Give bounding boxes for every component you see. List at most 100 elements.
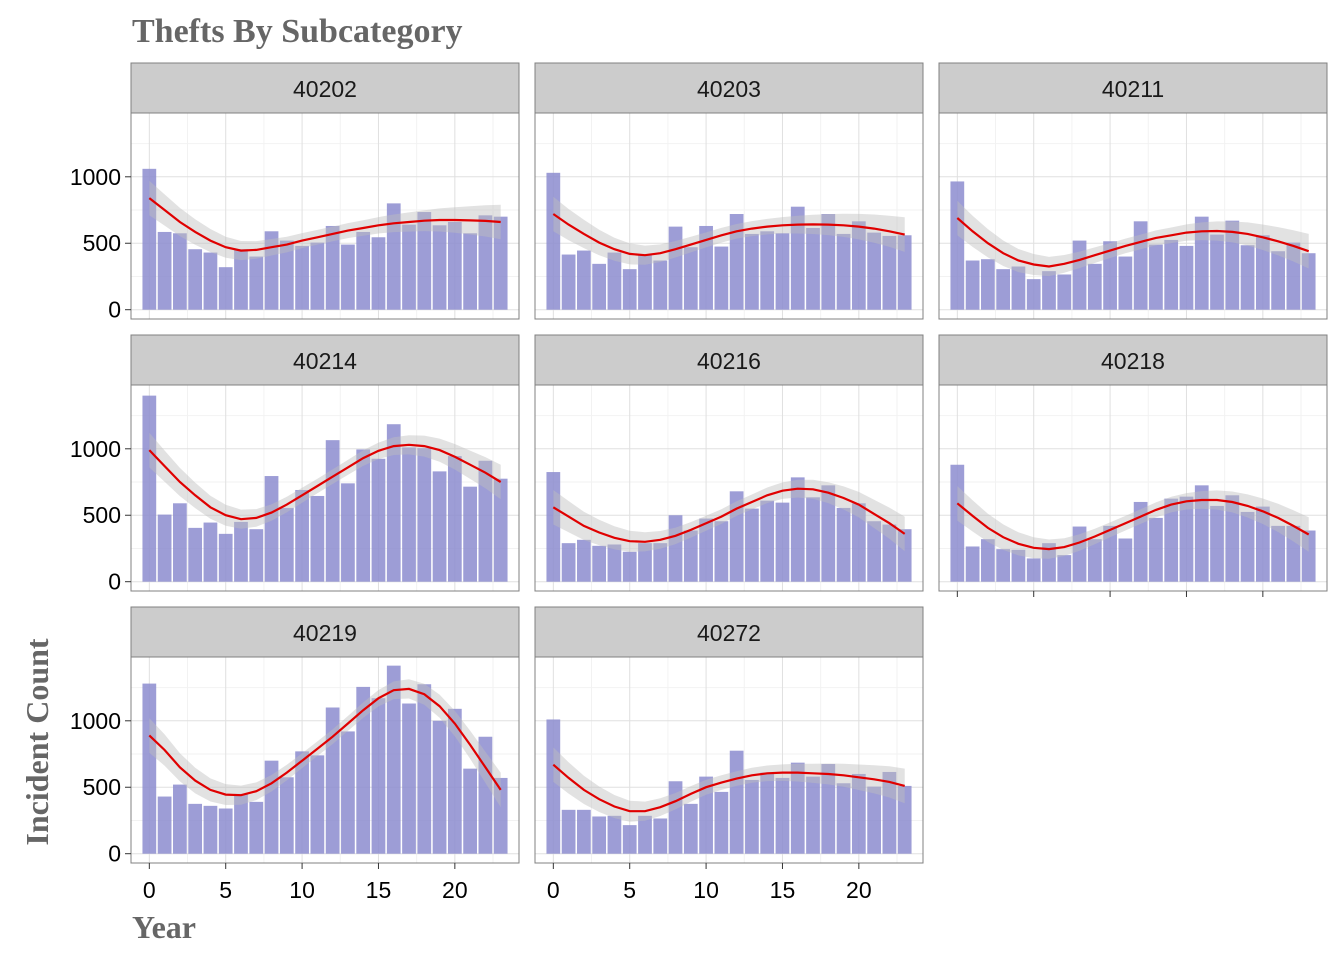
facet-panel-40203: 40203	[534, 62, 924, 320]
bar	[561, 809, 576, 854]
bar	[996, 549, 1011, 582]
facet-strip-label: 40272	[697, 620, 761, 646]
bar	[729, 214, 744, 310]
bar	[432, 720, 447, 854]
bar	[218, 533, 233, 582]
bar	[882, 771, 897, 854]
bar	[653, 543, 668, 582]
bar	[1240, 511, 1255, 582]
bar	[1255, 235, 1270, 310]
bar	[417, 684, 432, 854]
bar	[950, 464, 965, 582]
bar	[546, 472, 561, 582]
bar	[1240, 245, 1255, 310]
bar	[402, 703, 416, 854]
bar	[577, 539, 591, 582]
bar	[1087, 263, 1102, 310]
bar	[821, 485, 836, 582]
bar	[432, 225, 447, 310]
bar	[386, 424, 401, 582]
bar	[310, 495, 325, 582]
x-tick-label: 0	[547, 877, 560, 903]
bar	[996, 269, 1011, 310]
bar	[897, 529, 912, 582]
bar	[965, 260, 980, 310]
facet-panel-40211: 40211	[938, 62, 1328, 320]
facet-panel-40218: 40218	[938, 334, 1328, 597]
bar	[821, 763, 836, 854]
facet-strip	[534, 62, 924, 114]
y-tick-label: 500	[83, 230, 121, 256]
y-tick-label: 1000	[70, 164, 121, 190]
facet-panel-40214: 40214 0 500 1000	[70, 334, 520, 595]
bar	[607, 252, 622, 310]
bar	[699, 518, 713, 582]
bar	[173, 784, 187, 854]
bar	[356, 231, 371, 310]
bar	[577, 250, 591, 310]
bar	[775, 502, 790, 582]
bar	[310, 242, 325, 310]
bar	[561, 543, 576, 582]
bar	[325, 707, 340, 854]
bar	[157, 796, 172, 854]
panel-border	[938, 384, 1328, 592]
x-tick-label: 5	[219, 877, 232, 903]
bar	[745, 779, 759, 854]
bar	[203, 805, 218, 854]
bar	[622, 825, 637, 854]
bar	[760, 772, 775, 854]
bar	[463, 233, 477, 310]
bar	[279, 777, 294, 854]
bar	[1103, 241, 1117, 310]
facet-strip-label: 40203	[697, 76, 761, 102]
bar	[1133, 501, 1148, 582]
facet-strip	[938, 62, 1328, 114]
bar	[607, 815, 622, 854]
bar	[478, 215, 493, 310]
bar	[790, 762, 805, 854]
bar	[668, 515, 683, 582]
smooth-line	[148, 687, 502, 797]
x-tick-label: 10	[289, 877, 315, 903]
bar	[356, 686, 371, 854]
smooth-line	[956, 498, 1310, 551]
facet-strip-label: 40219	[293, 620, 357, 646]
confidence-ribbon	[553, 196, 905, 265]
smooth-line	[552, 487, 906, 543]
bar	[1042, 271, 1056, 310]
bar	[402, 224, 416, 310]
bar	[447, 221, 462, 310]
bar	[1057, 555, 1072, 582]
bar	[417, 448, 432, 582]
bar	[264, 231, 279, 310]
bar	[249, 529, 264, 582]
bar	[1271, 251, 1285, 310]
bar	[1194, 485, 1209, 582]
confidence-ribbon	[553, 747, 905, 822]
bar	[760, 500, 775, 582]
facet-strip	[130, 62, 520, 114]
facet-strip-label: 40202	[293, 76, 357, 102]
bar	[1011, 266, 1026, 310]
bar	[1118, 256, 1133, 310]
bar	[1301, 530, 1316, 582]
bar	[142, 168, 157, 310]
bar	[714, 246, 729, 310]
bar	[668, 226, 683, 310]
bar	[882, 235, 897, 310]
smooth-line	[552, 213, 905, 257]
bar	[325, 225, 340, 310]
x-tick-label: 5	[623, 877, 636, 903]
bar	[1179, 245, 1194, 310]
y-tick-label: 500	[83, 502, 121, 528]
bar	[1286, 525, 1301, 582]
bar	[561, 254, 576, 310]
bar	[1103, 525, 1117, 582]
bar	[188, 249, 203, 310]
bar	[1149, 517, 1163, 582]
facet-strip	[534, 606, 924, 658]
bar	[714, 521, 729, 582]
panel-border	[938, 112, 1328, 320]
bar	[950, 181, 965, 310]
